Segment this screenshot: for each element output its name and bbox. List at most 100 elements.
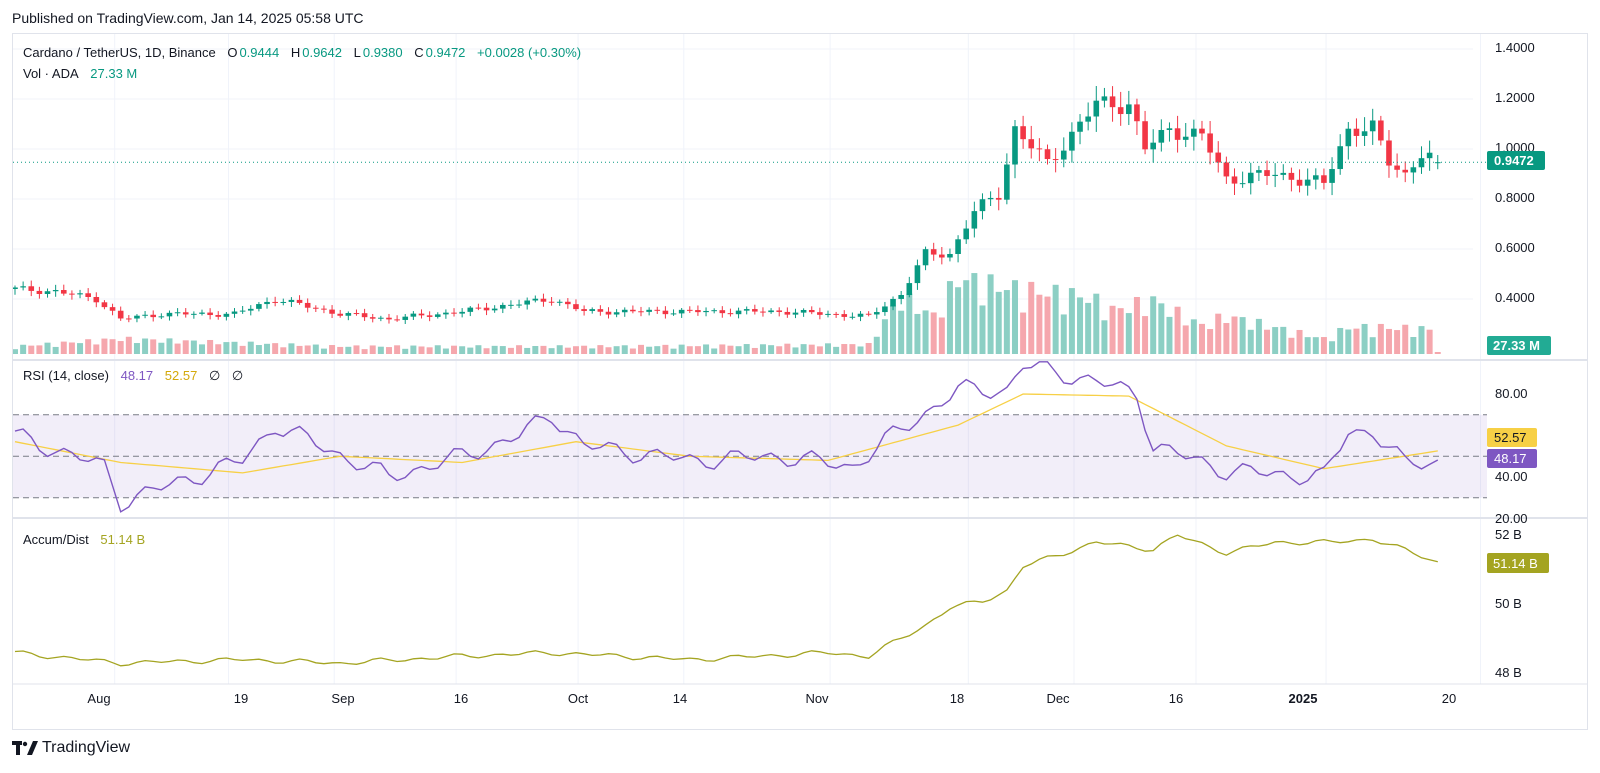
candle-body xyxy=(418,313,425,316)
candle-body xyxy=(1207,133,1213,153)
volume-bar xyxy=(1247,329,1254,354)
axis-badges: 0.9472 27.33 M 52.57 48.17 51.14 B xyxy=(1487,151,1551,573)
volume-bar xyxy=(142,338,149,354)
volume-bar xyxy=(1231,316,1238,354)
volume-bar xyxy=(564,347,571,354)
time-tick-label: Aug xyxy=(87,691,110,706)
time-tick-label: 2025 xyxy=(1289,691,1318,706)
chart-container[interactable]: 1.4000 1.2000 1.0000 0.8000 0.6000 0.400… xyxy=(12,33,1588,730)
volume-bar xyxy=(1304,337,1311,354)
close-label: C xyxy=(414,45,424,60)
candle-body xyxy=(597,309,604,312)
candle-body xyxy=(1304,179,1311,186)
candle-body xyxy=(256,304,262,309)
volume-bar xyxy=(190,340,197,354)
volume-bar xyxy=(1142,316,1149,354)
volume-bar xyxy=(1207,329,1214,354)
candle-body xyxy=(272,301,278,303)
rsi-value-badge-text: 48.17 xyxy=(1494,451,1527,466)
candle-body xyxy=(1004,164,1010,200)
volume-bar xyxy=(759,344,766,354)
volume-bar xyxy=(483,348,490,354)
rsi-na-2: ∅ xyxy=(231,368,244,383)
last-volume-badge-text: 27.33 M xyxy=(1493,338,1540,353)
candle-body xyxy=(540,298,547,302)
volume-bar xyxy=(719,344,726,354)
indicator-lines xyxy=(14,361,1439,667)
candle-body xyxy=(1069,131,1075,151)
candle-body xyxy=(134,315,140,319)
tradingview-brand[interactable]: TradingView xyxy=(12,739,130,757)
candle-body xyxy=(638,311,644,313)
low-label: L xyxy=(353,45,361,60)
volume-bar xyxy=(873,336,880,354)
candle-body xyxy=(898,294,904,299)
volume-bar xyxy=(337,346,344,354)
candle-body xyxy=(865,313,872,315)
volume-legend[interactable]: Vol · ADA 27.33 M xyxy=(23,66,139,81)
candle-body xyxy=(711,310,717,312)
volume-bar xyxy=(654,346,661,354)
volume-bar xyxy=(906,293,913,354)
high-value: 0.9642 xyxy=(302,45,342,60)
candle-body xyxy=(28,286,35,291)
rsi-tick-label: 80.00 xyxy=(1495,386,1528,401)
volume-bar xyxy=(93,344,100,354)
volume-bar xyxy=(52,346,59,354)
candle-body xyxy=(1223,162,1230,177)
volume-bar xyxy=(1068,288,1075,354)
rsi-tick-label: 40.00 xyxy=(1495,469,1528,484)
ad-tick-label: 52 B xyxy=(1495,527,1522,542)
volume-bar xyxy=(735,346,742,354)
published-note: Published on TradingView.com, Jan 14, 20… xyxy=(12,10,364,26)
volume-bar xyxy=(198,344,205,354)
candle-body xyxy=(475,307,482,309)
candle-body xyxy=(207,312,213,316)
volume-bar xyxy=(491,345,498,354)
rsi-legend[interactable]: RSI (14, close) 48.17 52.57 ∅ ∅ xyxy=(23,368,245,384)
volume-bar xyxy=(686,346,693,354)
ad-tick-label: 48 B xyxy=(1495,665,1522,680)
candle-body xyxy=(1247,172,1254,184)
candle-body xyxy=(329,309,335,314)
rsi-ma-badge-text: 52.57 xyxy=(1494,430,1527,445)
candle-body xyxy=(1361,131,1368,136)
candlesticks xyxy=(12,86,1487,324)
volume-bar xyxy=(1109,305,1116,354)
candle-body xyxy=(1174,128,1181,140)
volume-bar xyxy=(12,349,18,354)
change-value: +0.0028 (+0.30%) xyxy=(477,45,582,60)
ad-value-badge-text: 51.14 B xyxy=(1493,556,1538,571)
volume-bar xyxy=(979,305,986,354)
candle-body xyxy=(662,310,669,315)
candle-body xyxy=(52,290,59,292)
candle-body xyxy=(1085,116,1091,122)
time-tick-label: 14 xyxy=(673,691,687,706)
candle-body xyxy=(1239,183,1246,185)
volume-bar xyxy=(751,347,758,354)
candle-body xyxy=(1215,152,1222,163)
candle-body xyxy=(882,306,888,313)
volume-bar xyxy=(109,339,116,354)
candle-body xyxy=(483,307,490,311)
ad-legend[interactable]: Accum/Dist 51.14 B xyxy=(23,532,147,547)
candle-body xyxy=(1150,142,1156,150)
volume-bar xyxy=(1085,302,1092,354)
volume-bar xyxy=(865,343,872,354)
candle-body xyxy=(1418,158,1425,168)
candle-body xyxy=(174,312,181,314)
volume-bar xyxy=(239,345,246,354)
volume-bar xyxy=(638,344,645,354)
volume-bar xyxy=(182,340,189,354)
chart-svg[interactable]: 1.4000 1.2000 1.0000 0.8000 0.6000 0.400… xyxy=(12,34,1587,729)
price-legend[interactable]: Cardano / TetherUS, 1D, Binance O 0.9444 … xyxy=(23,45,583,60)
volume-bar xyxy=(410,345,417,354)
open-value: 0.9444 xyxy=(239,45,280,60)
time-tick-label: Sep xyxy=(331,691,354,706)
candle-body xyxy=(36,290,43,294)
candle-body xyxy=(849,316,856,318)
volume-bar xyxy=(68,342,75,354)
volume-bar xyxy=(215,344,222,354)
volume-bar xyxy=(255,345,262,354)
volume-bar xyxy=(320,348,327,354)
